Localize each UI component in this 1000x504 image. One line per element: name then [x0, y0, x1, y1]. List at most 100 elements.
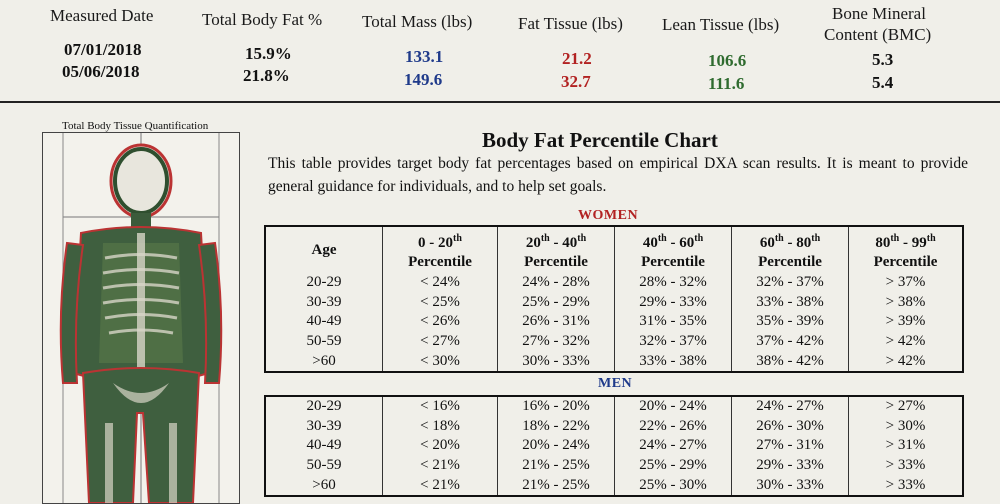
women-header-row: Age 0 - 20th Percentile 20th - 40th Percen… [265, 226, 963, 273]
range-cell: 30% - 33% [497, 351, 615, 372]
header-total-mass: Total Mass (lbs) [362, 12, 473, 31]
table-row: 50-59 < 27% 27% - 32% 32% - 37% 37% - 42… [265, 331, 963, 352]
range-cell: 21% - 25% [497, 475, 615, 496]
header-lean-tissue: Lean Tissue (lbs) [662, 15, 780, 34]
table-row: 40-49 < 26% 26% - 31% 31% - 35% 35% - 39… [265, 312, 963, 332]
range-cell: < 30% [382, 351, 498, 372]
range-cell: < 25% [382, 292, 498, 313]
header-bmc-line2: Content (BMC) [824, 25, 932, 44]
range-cell: 32% - 37% [731, 273, 849, 293]
range-cell: 37% - 42% [731, 331, 849, 352]
age-cell: >60 [265, 475, 383, 496]
range-cell: > 30% [885, 417, 926, 434]
range-cell: 22% - 26% [614, 416, 732, 437]
range-cell: 20% - 24% [497, 436, 615, 456]
col-header-40-60: 40th - 60th Percentile [614, 226, 732, 273]
col-header-age: Age [265, 226, 383, 273]
age-cell: 20-29 [265, 396, 383, 417]
range-cell: 33% - 38% [731, 292, 849, 313]
range-cell: > 42% [885, 352, 926, 369]
table-row: 40-49 < 20% 20% - 24% 24% - 27% 27% - 31… [265, 436, 963, 456]
range-cell: 35% - 39% [731, 312, 849, 332]
row2-mass: 149.6 [404, 70, 443, 89]
row1-mass: 133.1 [405, 47, 444, 66]
men-percentile-table: 20-29 < 16% 16% - 20% 20% - 24% 24% - 27… [264, 395, 964, 497]
table-row: 30-39 < 18% 18% - 22% 22% - 26% 26% - 30… [265, 416, 963, 437]
age-cell: 40-49 [265, 312, 383, 332]
range-cell: 30% - 33% [731, 475, 849, 496]
range-cell: > 39% [885, 313, 926, 330]
range-cell: 16% - 20% [497, 396, 615, 417]
women-section-label: WOMEN [578, 208, 639, 223]
range-cell: 29% - 33% [731, 455, 849, 476]
age-cell: 50-59 [265, 455, 383, 476]
range-cell: > 33% [885, 476, 926, 493]
age-cell: 50-59 [265, 331, 383, 352]
range-cell: < 21% [382, 475, 498, 496]
range-cell: 24% - 27% [614, 436, 732, 456]
range-cell: < 26% [382, 312, 498, 332]
scan-title: Total Body Tissue Quantification [62, 120, 209, 132]
range-cell: 18% - 22% [497, 416, 615, 437]
range-cell: 26% - 31% [497, 312, 615, 332]
range-cell: > 33% [885, 457, 926, 474]
row2-fat: 32.7 [561, 72, 591, 91]
header-fat-tissue: Fat Tissue (lbs) [518, 14, 623, 33]
table-row: >60 < 30% 30% - 33% 33% - 38% 38% - 42% … [265, 351, 963, 372]
table-row: 20-29 < 16% 16% - 20% 20% - 24% 24% - 27… [265, 396, 963, 417]
col-header-80-99: 80th - 99th Percentile [873, 232, 938, 270]
table-row: 20-29 < 24% 24% - 28% 28% - 32% 32% - 37… [265, 273, 963, 293]
range-cell: 24% - 28% [497, 273, 615, 293]
row1-bmc: 5.3 [872, 50, 894, 69]
range-cell: > 27% [885, 398, 926, 415]
range-cell: 24% - 27% [731, 396, 849, 417]
col-header-20-40: 20th - 40th Percentile [497, 226, 615, 273]
age-cell: 30-39 [265, 292, 383, 313]
chart-intro-text: This table provides target body fat perc… [268, 155, 968, 195]
row2-fat-pct: 21.8% [243, 66, 290, 85]
range-cell: 21% - 25% [497, 455, 615, 476]
header-measured-date: Measured Date [50, 6, 154, 25]
range-cell: < 21% [382, 455, 498, 476]
age-cell: 40-49 [265, 436, 383, 456]
table-row: 50-59 < 21% 21% - 25% 25% - 29% 29% - 33… [265, 455, 963, 476]
range-cell: < 27% [382, 331, 498, 352]
table-row: 30-39 < 25% 25% - 29% 29% - 33% 33% - 38… [265, 292, 963, 313]
range-cell: 25% - 29% [497, 292, 615, 313]
range-cell: > 38% [885, 293, 926, 310]
range-cell: < 18% [382, 416, 498, 437]
men-section-label: MEN [598, 376, 633, 391]
section-divider [0, 101, 1000, 103]
range-cell: 29% - 33% [614, 292, 732, 313]
range-cell: 25% - 30% [614, 475, 732, 496]
age-cell: >60 [265, 351, 383, 372]
range-cell: 31% - 35% [614, 312, 732, 332]
col-header-60-80: 60th - 80th Percentile [731, 226, 849, 273]
scan-summary: Measured Date Total Body Fat % Total Mas… [0, 0, 1000, 100]
range-cell: > 31% [885, 437, 926, 454]
row1-fat-pct: 15.9% [245, 44, 292, 63]
row2-lean: 111.6 [708, 74, 745, 93]
header-bmc-line1: Bone Mineral [832, 4, 926, 23]
age-cell: 20-29 [265, 273, 383, 293]
row1-fat: 21.2 [562, 49, 592, 68]
range-cell: 38% - 42% [731, 351, 849, 372]
range-cell: > 42% [885, 333, 926, 350]
dxa-body-scan-image [42, 132, 240, 504]
header-total-body-fat: Total Body Fat % [202, 10, 323, 29]
range-cell: 33% - 38% [614, 351, 732, 372]
age-cell: 30-39 [265, 416, 383, 437]
range-cell: 25% - 29% [614, 455, 732, 476]
range-cell: > 37% [885, 274, 926, 291]
range-cell: < 24% [382, 273, 498, 293]
chart-title: Body Fat Percentile Chart [482, 128, 718, 152]
range-cell: 27% - 32% [497, 331, 615, 352]
row2-date: 05/06/2018 [62, 62, 140, 81]
row2-bmc: 5.4 [872, 73, 894, 92]
women-percentile-table: Age 0 - 20th Percentile 20th - 40th Percen… [264, 225, 964, 373]
range-cell: 20% - 24% [614, 396, 732, 417]
range-cell: 26% - 30% [731, 416, 849, 437]
range-cell: 28% - 32% [614, 273, 732, 293]
range-cell: < 20% [382, 436, 498, 456]
row1-date: 07/01/2018 [64, 40, 142, 59]
